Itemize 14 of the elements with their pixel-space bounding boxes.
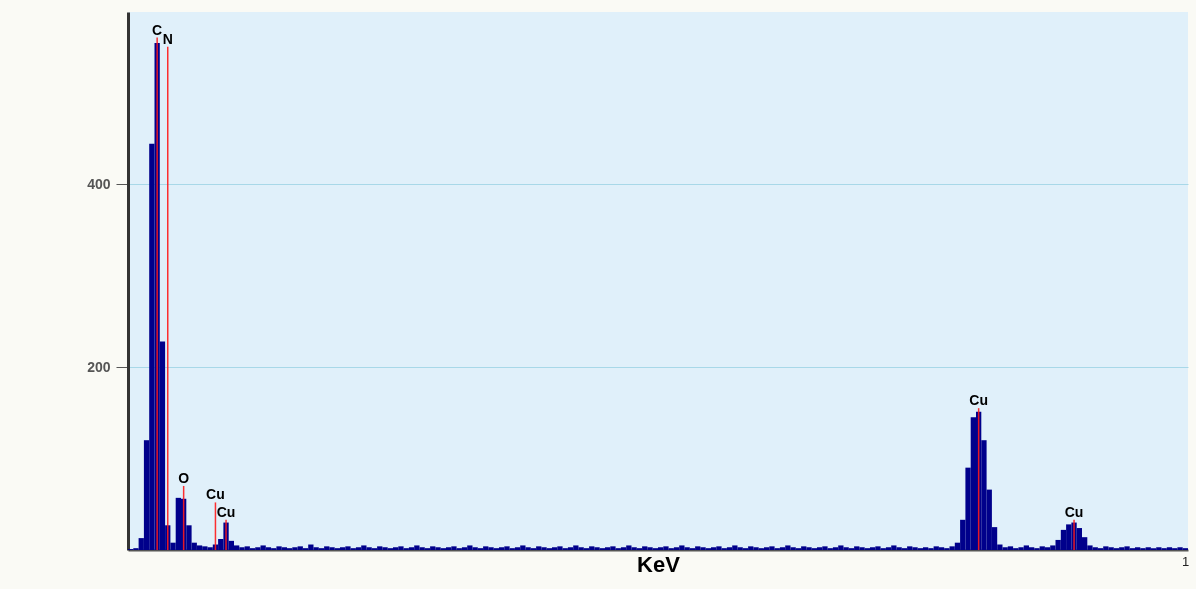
data-label: N bbox=[162, 30, 173, 47]
y-tick-label: 200 bbox=[87, 358, 111, 375]
x-axis-title: KeV bbox=[637, 551, 681, 577]
data-label: O bbox=[178, 469, 190, 486]
data-label: Cu bbox=[1064, 503, 1084, 520]
data-label: Cu bbox=[206, 486, 225, 503]
bar bbox=[1166, 547, 1173, 550]
bar bbox=[265, 547, 272, 550]
text: 1 bbox=[1182, 554, 1190, 569]
data-label: Cu bbox=[969, 392, 988, 409]
y-tick-label: 400 bbox=[87, 175, 111, 192]
data-label: C bbox=[152, 21, 163, 38]
data-label: Cu bbox=[216, 503, 236, 520]
bar bbox=[1007, 546, 1014, 550]
